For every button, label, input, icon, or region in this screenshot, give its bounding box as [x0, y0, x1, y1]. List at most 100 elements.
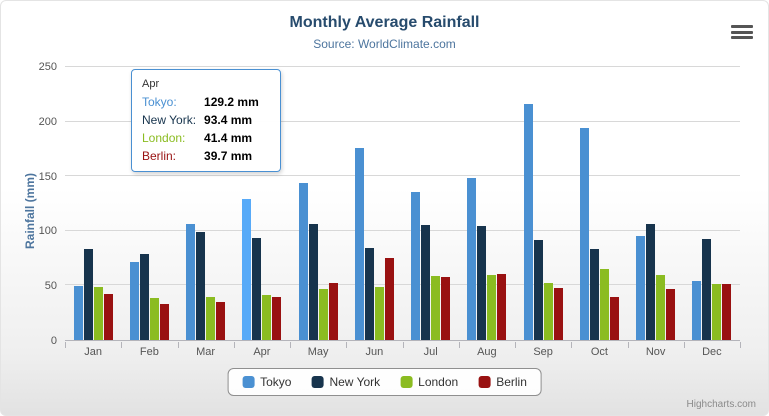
bar-group-jul	[403, 67, 459, 340]
bar-london-jun[interactable]	[374, 287, 384, 340]
bar-new-york-apr[interactable]	[252, 238, 262, 340]
bar-group-may	[290, 67, 346, 340]
x-axis-tick	[683, 342, 685, 348]
bar-london-aug[interactable]	[487, 274, 497, 340]
bar-tokyo-mar[interactable]	[186, 223, 196, 340]
bar-tokyo-jul[interactable]	[411, 191, 421, 340]
bar-group-feb	[121, 67, 177, 340]
bar-london-mar[interactable]	[206, 297, 216, 340]
bar-berlin-jul[interactable]	[441, 277, 451, 340]
bar-group-aug	[459, 67, 515, 340]
bar-london-feb[interactable]	[149, 297, 159, 340]
chart-title: Monthly Average Rainfall	[289, 14, 480, 31]
x-axis-tick	[515, 342, 516, 348]
bar-new-york-aug[interactable]	[477, 226, 487, 340]
bar-tokyo-nov[interactable]	[636, 235, 646, 340]
gridline-250	[65, 66, 740, 67]
export-menu-button[interactable]	[731, 25, 753, 39]
bar-london-sep[interactable]	[543, 282, 553, 340]
x-axis-tick	[177, 342, 179, 348]
bar-tokyo-sep[interactable]	[523, 103, 533, 340]
bar-new-york-mar[interactable]	[196, 232, 206, 340]
legend-item-london[interactable]: London	[400, 375, 458, 389]
x-axis-tick	[121, 342, 123, 348]
x-axis-tick	[233, 342, 235, 348]
bar-group-nov	[628, 67, 684, 340]
bar-berlin-aug[interactable]	[497, 274, 507, 340]
bar-berlin-feb[interactable]	[159, 303, 169, 340]
bar-new-york-sep[interactable]	[533, 240, 543, 340]
bar-new-york-jun[interactable]	[364, 247, 374, 340]
legend-swatch-london	[400, 376, 413, 388]
bar-tokyo-oct[interactable]	[579, 128, 589, 340]
x-axis-tick	[458, 342, 460, 348]
legend-label-new-york: New York	[329, 375, 381, 389]
legend-item-berlin[interactable]: Berlin	[478, 375, 527, 389]
bar-tokyo-jan[interactable]	[73, 285, 83, 340]
tooltip-value-london: 41.4 mm	[204, 131, 253, 145]
y-axis-label-150: 150	[38, 170, 57, 183]
bar-new-york-nov[interactable]	[646, 223, 656, 340]
legend-item-new-york[interactable]: New York	[311, 375, 380, 389]
bar-berlin-may[interactable]	[328, 282, 338, 340]
credits-link[interactable]: Highcharts.com	[686, 399, 756, 410]
bar-berlin-mar[interactable]	[216, 302, 226, 340]
bar-london-nov[interactable]	[656, 275, 666, 340]
tooltip-value-new-york: 93.4 mm	[204, 113, 253, 127]
tooltip-series-name-berlin: Berlin:	[142, 149, 177, 163]
bar-tokyo-jun[interactable]	[354, 147, 364, 340]
x-axis-tick	[290, 342, 291, 348]
x-axis-label-mar: Mar	[196, 346, 216, 358]
tooltip-header: Apr	[142, 78, 160, 90]
bar-tokyo-dec[interactable]	[692, 280, 702, 340]
bar-london-apr[interactable]	[262, 294, 272, 340]
gridline-200	[65, 120, 740, 122]
x-axis-tick	[402, 342, 404, 348]
bar-tokyo-may[interactable]	[298, 182, 308, 340]
bar-berlin-sep[interactable]	[553, 288, 563, 340]
bar-london-jan[interactable]	[93, 286, 103, 340]
bar-group-jan	[65, 67, 121, 340]
bar-berlin-nov[interactable]	[666, 288, 676, 340]
bar-new-york-oct[interactable]	[589, 248, 599, 340]
bar-berlin-apr[interactable]	[272, 296, 282, 340]
burger-line	[731, 30, 753, 34]
bar-new-york-dec[interactable]	[702, 239, 712, 340]
x-axis-label-apr: Apr	[253, 346, 271, 358]
bar-london-may[interactable]	[318, 288, 328, 340]
bar-berlin-oct[interactable]	[609, 297, 619, 340]
bar-london-dec[interactable]	[712, 284, 722, 340]
tooltip-value-tokyo: 129.2 mm	[204, 95, 259, 109]
bar-berlin-jan[interactable]	[103, 293, 113, 340]
x-axis-label-jan: Jan	[84, 346, 102, 358]
tooltip-series-name-london: London:	[142, 131, 186, 145]
legend-label-tokyo: Tokyo	[260, 375, 292, 389]
bar-tokyo-feb[interactable]	[129, 261, 139, 340]
bar-tokyo-apr[interactable]	[242, 198, 252, 340]
tooltip: Apr Tokyo: 129.2 mm New York: 93.4 mm London…	[131, 69, 281, 172]
legend-label-berlin: Berlin	[496, 375, 527, 389]
x-axis-tick	[571, 342, 573, 348]
legend-item-tokyo[interactable]: Tokyo	[242, 375, 291, 389]
bar-london-jul[interactable]	[431, 275, 441, 340]
gridline-50	[65, 284, 740, 286]
bar-new-york-jul[interactable]	[421, 225, 431, 340]
gridline-100	[65, 229, 740, 231]
bar-new-york-jan[interactable]	[83, 248, 93, 340]
bar-london-oct[interactable]	[599, 268, 609, 340]
bar-group-dec	[684, 67, 740, 340]
x-axis-label-sep: Sep	[533, 346, 553, 358]
tooltip-series-name-new-york: New York:	[142, 113, 197, 127]
bar-new-york-may[interactable]	[308, 224, 318, 340]
bar-tokyo-aug[interactable]	[467, 177, 477, 340]
y-axis-label-250: 250	[38, 61, 57, 73]
x-axis-label-may: May	[307, 346, 329, 358]
bar-berlin-jun[interactable]	[384, 257, 394, 340]
bar-new-york-feb[interactable]	[139, 253, 149, 340]
bar-group-oct	[571, 67, 627, 340]
x-axis-label-nov: Nov	[645, 346, 666, 358]
bar-berlin-dec[interactable]	[722, 284, 732, 340]
legend: Tokyo New York London Berlin	[227, 368, 542, 396]
x-axis-label-aug: Aug	[477, 346, 497, 358]
